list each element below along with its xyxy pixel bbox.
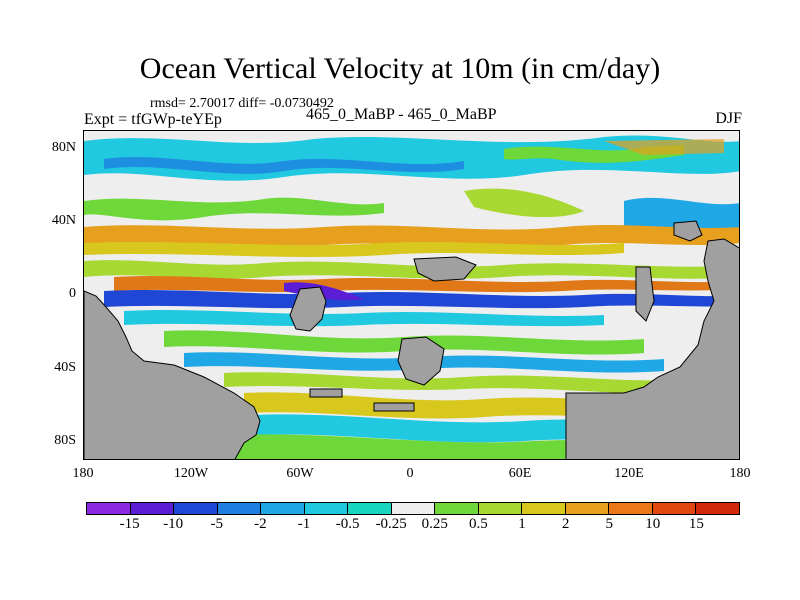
- region-s40-green: [224, 372, 704, 394]
- x-tick-180e: 180: [729, 466, 751, 481]
- x-tick-120w: 120W: [173, 466, 209, 481]
- colorbar-swatch: [652, 503, 697, 514]
- colorbar-swatch: [565, 503, 610, 514]
- region-n40-yellowgreen: [464, 188, 584, 218]
- colorbar-label: -1: [297, 516, 311, 532]
- figure-title: Ocean Vertical Velocity at 10m (in cm/da…: [139, 52, 661, 85]
- colorbar-swatch: [478, 503, 523, 514]
- y-tick-40n: 40N: [51, 213, 76, 228]
- region-n40-green: [84, 197, 384, 221]
- comparison-label: 465_0_MaBP - 465_0_MaBP: [306, 106, 497, 123]
- colorbar-label: 10: [645, 516, 661, 532]
- y-tick-0: 0: [69, 286, 76, 301]
- land-east: [565, 238, 739, 459]
- x-tick-180w: 180: [72, 466, 94, 481]
- y-tick-40s: 40S: [54, 360, 76, 375]
- colorbar-label: -0.25: [375, 516, 407, 532]
- region-eq-violet: [284, 282, 364, 301]
- map-panel: [83, 130, 740, 460]
- colorbar-swatch: [391, 503, 436, 514]
- x-tick-60w: 60W: [286, 466, 314, 481]
- colorbar-swatch: [609, 503, 653, 514]
- region-n25-yellow: [84, 242, 624, 257]
- colorbar-label: -2: [254, 516, 267, 532]
- colorbar-label: -10: [163, 516, 184, 532]
- region-n30-orange: [84, 225, 739, 248]
- x-tick-0: 0: [406, 466, 414, 481]
- region-eq-north-green: [84, 260, 739, 279]
- land-island-c: [397, 336, 445, 386]
- colorbar-swatch: [348, 503, 392, 514]
- season-label: DJF: [715, 110, 742, 127]
- colorbar: [86, 502, 740, 515]
- colorbar-swatch: [261, 503, 305, 514]
- x-tick-120e: 120E: [614, 466, 644, 481]
- land-island-b: [413, 256, 477, 282]
- colorbar-swatch: [304, 503, 349, 514]
- land-island-g: [309, 388, 343, 398]
- colorbar-swatch: [696, 503, 739, 514]
- colorbar-label: 2: [561, 516, 570, 532]
- region-eq-south-cyan: [124, 310, 604, 327]
- colorbar-label: 1: [518, 516, 526, 532]
- colorbar-label: 5: [605, 516, 613, 532]
- land-island-d: [373, 402, 415, 412]
- colorbar-swatch: [435, 503, 479, 514]
- colorbar-label: -15: [119, 516, 140, 532]
- colorbar-swatch: [217, 503, 262, 514]
- y-tick-80n: 80N: [51, 140, 76, 155]
- colorbar-label: 15: [688, 516, 704, 532]
- region-north-orange: [604, 139, 724, 155]
- colorbar-swatch: [174, 503, 218, 514]
- land-island-a: [289, 286, 327, 332]
- colorbar-label: -0.5: [335, 516, 360, 532]
- land-west: [84, 290, 261, 459]
- colorbar-label: 0.5: [469, 516, 488, 532]
- colorbar-swatch: [130, 503, 175, 514]
- stats-line: rmsd= 2.70017 diff= -0.0730492: [150, 96, 334, 111]
- x-tick-60e: 60E: [508, 466, 532, 481]
- y-tick-80s: 80S: [54, 433, 76, 448]
- land-island-e: [635, 266, 655, 322]
- colorbar-swatch: [522, 503, 566, 514]
- region-eq-orange: [114, 276, 739, 293]
- region-north-blue: [104, 157, 464, 174]
- colorbar-label: -5: [210, 516, 224, 532]
- colorbar-label: 0.25: [421, 516, 448, 532]
- experiment-label: Expt = tfGWp-teYEp: [84, 111, 222, 128]
- ocean-velocity-map: [84, 131, 739, 459]
- region-eq-blue: [104, 290, 739, 309]
- colorbar-swatch: [87, 503, 131, 514]
- land-island-f: [673, 220, 703, 242]
